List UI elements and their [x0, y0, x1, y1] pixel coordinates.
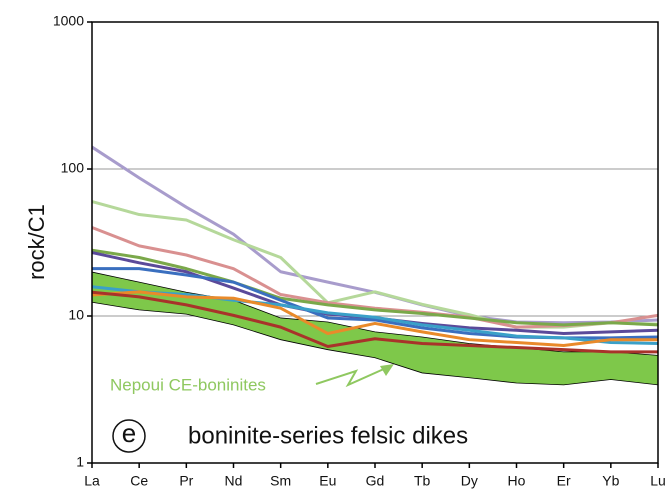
- y-tick-label: 1: [76, 454, 84, 470]
- x-tick-label: Pr: [179, 473, 193, 489]
- annotation: boninite-series felsic dikes: [188, 422, 468, 449]
- annotation-arrow: [315, 367, 387, 388]
- x-tick-label: Yb: [602, 473, 619, 489]
- series-line: [91, 285, 659, 346]
- y-tick-label: 100: [61, 160, 85, 176]
- series-line: [91, 290, 658, 354]
- x-tick-label: Gd: [366, 473, 385, 489]
- band-upper: [91, 271, 659, 356]
- band-label: Nepoui CE-boninites: [110, 375, 266, 394]
- x-tick-label: Er: [557, 473, 571, 489]
- y-axis-label: rock/C1: [24, 204, 49, 280]
- arrow-head: [380, 364, 394, 376]
- band-area: [92, 272, 658, 385]
- plot-frame: [91, 21, 659, 464]
- x-tick-label: Nd: [225, 473, 243, 489]
- annotation-circle: [112, 419, 146, 453]
- x-tick-label: Tb: [414, 473, 431, 489]
- x-tick-label: La: [84, 473, 100, 489]
- y-tick-label: 1000: [53, 13, 84, 29]
- x-tick-label: Lu: [650, 473, 666, 489]
- series-line: [91, 248, 659, 327]
- x-tick-label: Ce: [130, 473, 148, 489]
- series-line: [91, 290, 658, 347]
- x-tick-label: Eu: [319, 473, 336, 489]
- annotation-letter: e: [122, 418, 136, 448]
- band-lower: [91, 301, 659, 386]
- x-tick-label: Ho: [508, 473, 526, 489]
- x-tick-label: Sm: [270, 473, 291, 489]
- series-line: [91, 200, 659, 329]
- x-tick-label: Dy: [461, 473, 478, 489]
- y-tick-label: 10: [68, 307, 84, 323]
